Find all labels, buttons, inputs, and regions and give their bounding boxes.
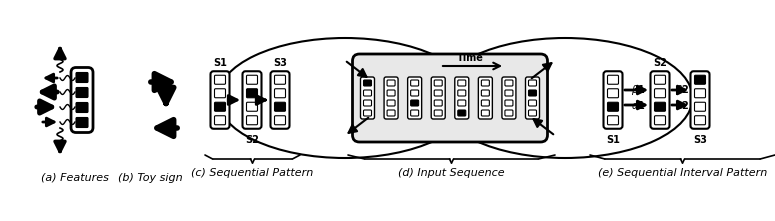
- FancyBboxPatch shape: [434, 80, 443, 86]
- Text: (e) Sequential Interval Pattern: (e) Sequential Interval Pattern: [598, 168, 767, 178]
- FancyBboxPatch shape: [655, 102, 666, 111]
- Text: S2: S2: [653, 58, 667, 68]
- FancyBboxPatch shape: [243, 71, 261, 129]
- Text: (c) Sequential Pattern: (c) Sequential Pattern: [191, 168, 314, 178]
- FancyBboxPatch shape: [434, 100, 443, 106]
- FancyBboxPatch shape: [481, 100, 489, 106]
- FancyBboxPatch shape: [270, 71, 290, 129]
- FancyBboxPatch shape: [481, 90, 489, 96]
- Text: $\beta$2: $\beta$2: [675, 83, 689, 97]
- FancyBboxPatch shape: [694, 89, 705, 98]
- FancyBboxPatch shape: [694, 102, 705, 111]
- FancyBboxPatch shape: [387, 110, 395, 116]
- FancyBboxPatch shape: [694, 75, 705, 84]
- FancyBboxPatch shape: [360, 77, 374, 119]
- FancyBboxPatch shape: [691, 71, 709, 129]
- FancyBboxPatch shape: [608, 75, 618, 84]
- FancyBboxPatch shape: [505, 90, 513, 96]
- FancyBboxPatch shape: [655, 75, 666, 84]
- FancyBboxPatch shape: [502, 77, 516, 119]
- Text: S3: S3: [273, 58, 287, 68]
- FancyBboxPatch shape: [529, 110, 536, 116]
- FancyBboxPatch shape: [411, 90, 418, 96]
- FancyBboxPatch shape: [481, 80, 489, 86]
- FancyBboxPatch shape: [387, 90, 395, 96]
- FancyBboxPatch shape: [608, 102, 618, 111]
- FancyBboxPatch shape: [458, 90, 466, 96]
- FancyBboxPatch shape: [455, 77, 469, 119]
- Text: (d) Input Sequence: (d) Input Sequence: [398, 168, 505, 178]
- Text: $\alpha$1: $\alpha$1: [631, 99, 646, 111]
- FancyBboxPatch shape: [529, 100, 536, 106]
- FancyBboxPatch shape: [505, 100, 513, 106]
- FancyBboxPatch shape: [363, 100, 371, 106]
- FancyBboxPatch shape: [481, 110, 489, 116]
- Text: Time: Time: [456, 53, 484, 63]
- Text: (a) Features: (a) Features: [41, 173, 109, 183]
- Text: S1: S1: [606, 135, 620, 145]
- FancyBboxPatch shape: [411, 100, 418, 106]
- FancyBboxPatch shape: [525, 77, 539, 119]
- FancyBboxPatch shape: [431, 77, 445, 119]
- FancyBboxPatch shape: [434, 110, 443, 116]
- FancyBboxPatch shape: [608, 89, 618, 98]
- FancyBboxPatch shape: [387, 80, 395, 86]
- FancyBboxPatch shape: [215, 102, 226, 111]
- FancyBboxPatch shape: [608, 116, 618, 125]
- FancyBboxPatch shape: [274, 89, 285, 98]
- FancyBboxPatch shape: [71, 67, 93, 133]
- FancyBboxPatch shape: [274, 116, 285, 125]
- FancyBboxPatch shape: [478, 77, 492, 119]
- FancyBboxPatch shape: [76, 72, 88, 82]
- FancyBboxPatch shape: [408, 77, 422, 119]
- FancyBboxPatch shape: [411, 110, 418, 116]
- FancyBboxPatch shape: [363, 90, 371, 96]
- FancyBboxPatch shape: [434, 90, 443, 96]
- FancyBboxPatch shape: [411, 80, 418, 86]
- FancyBboxPatch shape: [655, 116, 666, 125]
- FancyBboxPatch shape: [215, 75, 226, 84]
- FancyBboxPatch shape: [384, 77, 398, 119]
- FancyBboxPatch shape: [215, 116, 226, 125]
- FancyBboxPatch shape: [76, 118, 88, 128]
- FancyBboxPatch shape: [215, 89, 226, 98]
- FancyBboxPatch shape: [353, 54, 547, 142]
- FancyBboxPatch shape: [387, 100, 395, 106]
- FancyBboxPatch shape: [529, 80, 536, 86]
- Text: $\beta$1: $\beta$1: [632, 83, 646, 97]
- FancyBboxPatch shape: [76, 88, 88, 97]
- Text: (b) Toy sign: (b) Toy sign: [118, 173, 182, 183]
- Text: $\alpha$2: $\alpha$2: [675, 99, 689, 111]
- FancyBboxPatch shape: [655, 89, 666, 98]
- FancyBboxPatch shape: [604, 71, 622, 129]
- FancyBboxPatch shape: [246, 102, 257, 111]
- FancyBboxPatch shape: [505, 80, 513, 86]
- FancyBboxPatch shape: [458, 100, 466, 106]
- FancyBboxPatch shape: [274, 75, 285, 84]
- FancyBboxPatch shape: [458, 110, 466, 116]
- FancyBboxPatch shape: [246, 75, 257, 84]
- FancyBboxPatch shape: [246, 89, 257, 98]
- FancyBboxPatch shape: [76, 103, 88, 112]
- FancyBboxPatch shape: [274, 102, 285, 111]
- Text: S2: S2: [245, 135, 259, 145]
- FancyBboxPatch shape: [694, 116, 705, 125]
- FancyBboxPatch shape: [246, 116, 257, 125]
- FancyBboxPatch shape: [363, 80, 371, 86]
- FancyBboxPatch shape: [529, 90, 536, 96]
- FancyBboxPatch shape: [363, 110, 371, 116]
- Text: S3: S3: [693, 135, 707, 145]
- FancyBboxPatch shape: [505, 110, 513, 116]
- FancyBboxPatch shape: [211, 71, 229, 129]
- Text: S1: S1: [213, 58, 227, 68]
- FancyBboxPatch shape: [458, 80, 466, 86]
- FancyBboxPatch shape: [650, 71, 670, 129]
